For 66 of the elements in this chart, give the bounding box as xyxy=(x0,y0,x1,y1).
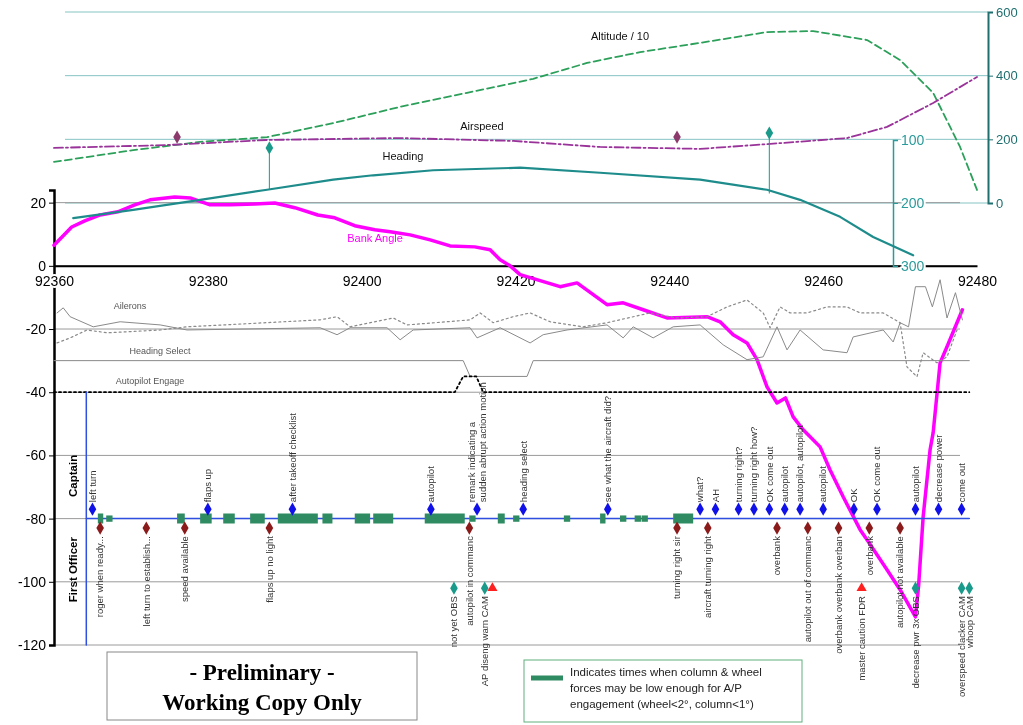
annotation: autopilot out of commanc xyxy=(802,535,814,643)
x-tick-label: 92460 xyxy=(804,272,844,289)
annotation: autopilot not available xyxy=(894,536,906,628)
y-tick-label: -20 xyxy=(25,321,47,338)
y-tick-label: 200 xyxy=(901,194,925,211)
annotation: turning right how? xyxy=(748,426,760,503)
series-label: Ailerons xyxy=(113,301,147,311)
text: - Preliminary - Working Copy Only xyxy=(162,660,363,715)
y-tick-label: 600 xyxy=(996,4,1018,20)
x-tick-label: 92380 xyxy=(188,272,229,289)
legend-label: Indicates times when column & wheel forces may be low enough for A/P engagement (wheel<2°, column<1°) xyxy=(570,666,762,710)
x-tick-label: 92400 xyxy=(342,272,382,289)
annotation: heading select xyxy=(517,440,529,503)
annotation: overbank xyxy=(771,535,783,576)
y-tick-label: -100 xyxy=(17,573,47,590)
y-tick-label: -40 xyxy=(25,384,47,401)
annotation: OK come out xyxy=(763,446,775,503)
annotation: roger when ready... xyxy=(94,536,106,618)
annotation: turning right? xyxy=(732,446,744,503)
y-tick-label: 0 xyxy=(38,257,47,274)
x-tick-label: 92480 xyxy=(958,272,998,289)
y-tick-label: -80 xyxy=(25,510,47,527)
annotation: speed available xyxy=(179,536,191,603)
annotation: left turn to establish... xyxy=(140,536,152,627)
y-tick-label: -60 xyxy=(25,447,47,464)
annotation: come out xyxy=(955,462,967,503)
x-tick-label: 92440 xyxy=(650,272,690,289)
annotation: Captain xyxy=(67,454,80,497)
annotation: OK come out xyxy=(871,446,883,503)
series-label: Airspeed xyxy=(460,120,504,132)
annotation: autopilot in commanc xyxy=(463,535,475,626)
annotation: aircraft turning right xyxy=(702,535,714,618)
series-label: Altitude / 10 xyxy=(590,30,650,42)
annotation: flaps up no light xyxy=(263,535,275,603)
y-tick-label: 20 xyxy=(30,194,47,211)
annotation: First Officer xyxy=(67,536,80,603)
annotation: AP diseng warn CAM xyxy=(479,596,491,687)
series-label: Heading xyxy=(382,150,424,162)
series-label: Heading Select xyxy=(129,346,192,356)
annotation: master caution FDR xyxy=(855,596,867,681)
y-tick-label: 100 xyxy=(901,131,925,148)
annotation: decrease pwr 3x OBS xyxy=(909,596,921,689)
series-label: Autopilot Engage xyxy=(115,376,185,386)
annotation: left turn xyxy=(86,470,98,503)
annotation: remark indicating a sudden abrupt action motion xyxy=(466,382,488,503)
annotation: decrease power xyxy=(932,434,944,503)
annotation: OK xyxy=(848,487,860,503)
annotation: autopilot xyxy=(425,465,437,503)
y-tick-label: 0 xyxy=(996,195,1004,211)
annotation: see what the aircraft did? xyxy=(602,395,614,503)
series-label: Bank Angle xyxy=(347,232,403,244)
y-tick-label: 200 xyxy=(996,131,1018,147)
annotation: flaps up xyxy=(202,468,214,503)
annotation: AH xyxy=(709,488,721,503)
annotation: autopilot, autopilot xyxy=(794,424,806,503)
annotation: after takeoff checklist xyxy=(286,412,298,503)
y-tick-label: 400 xyxy=(996,68,1018,84)
y-tick-label: -120 xyxy=(17,636,47,653)
annotation: autopilot xyxy=(817,465,829,503)
annotation: what? xyxy=(694,476,706,504)
annotation: overbank overbank overban xyxy=(832,536,844,654)
annotation: autopilot xyxy=(909,465,921,503)
annotation: not yet OBS xyxy=(448,596,460,648)
annotation: autopilot xyxy=(779,465,791,503)
annotation: overbank xyxy=(863,535,875,576)
annotation: turning right sir xyxy=(671,536,683,599)
